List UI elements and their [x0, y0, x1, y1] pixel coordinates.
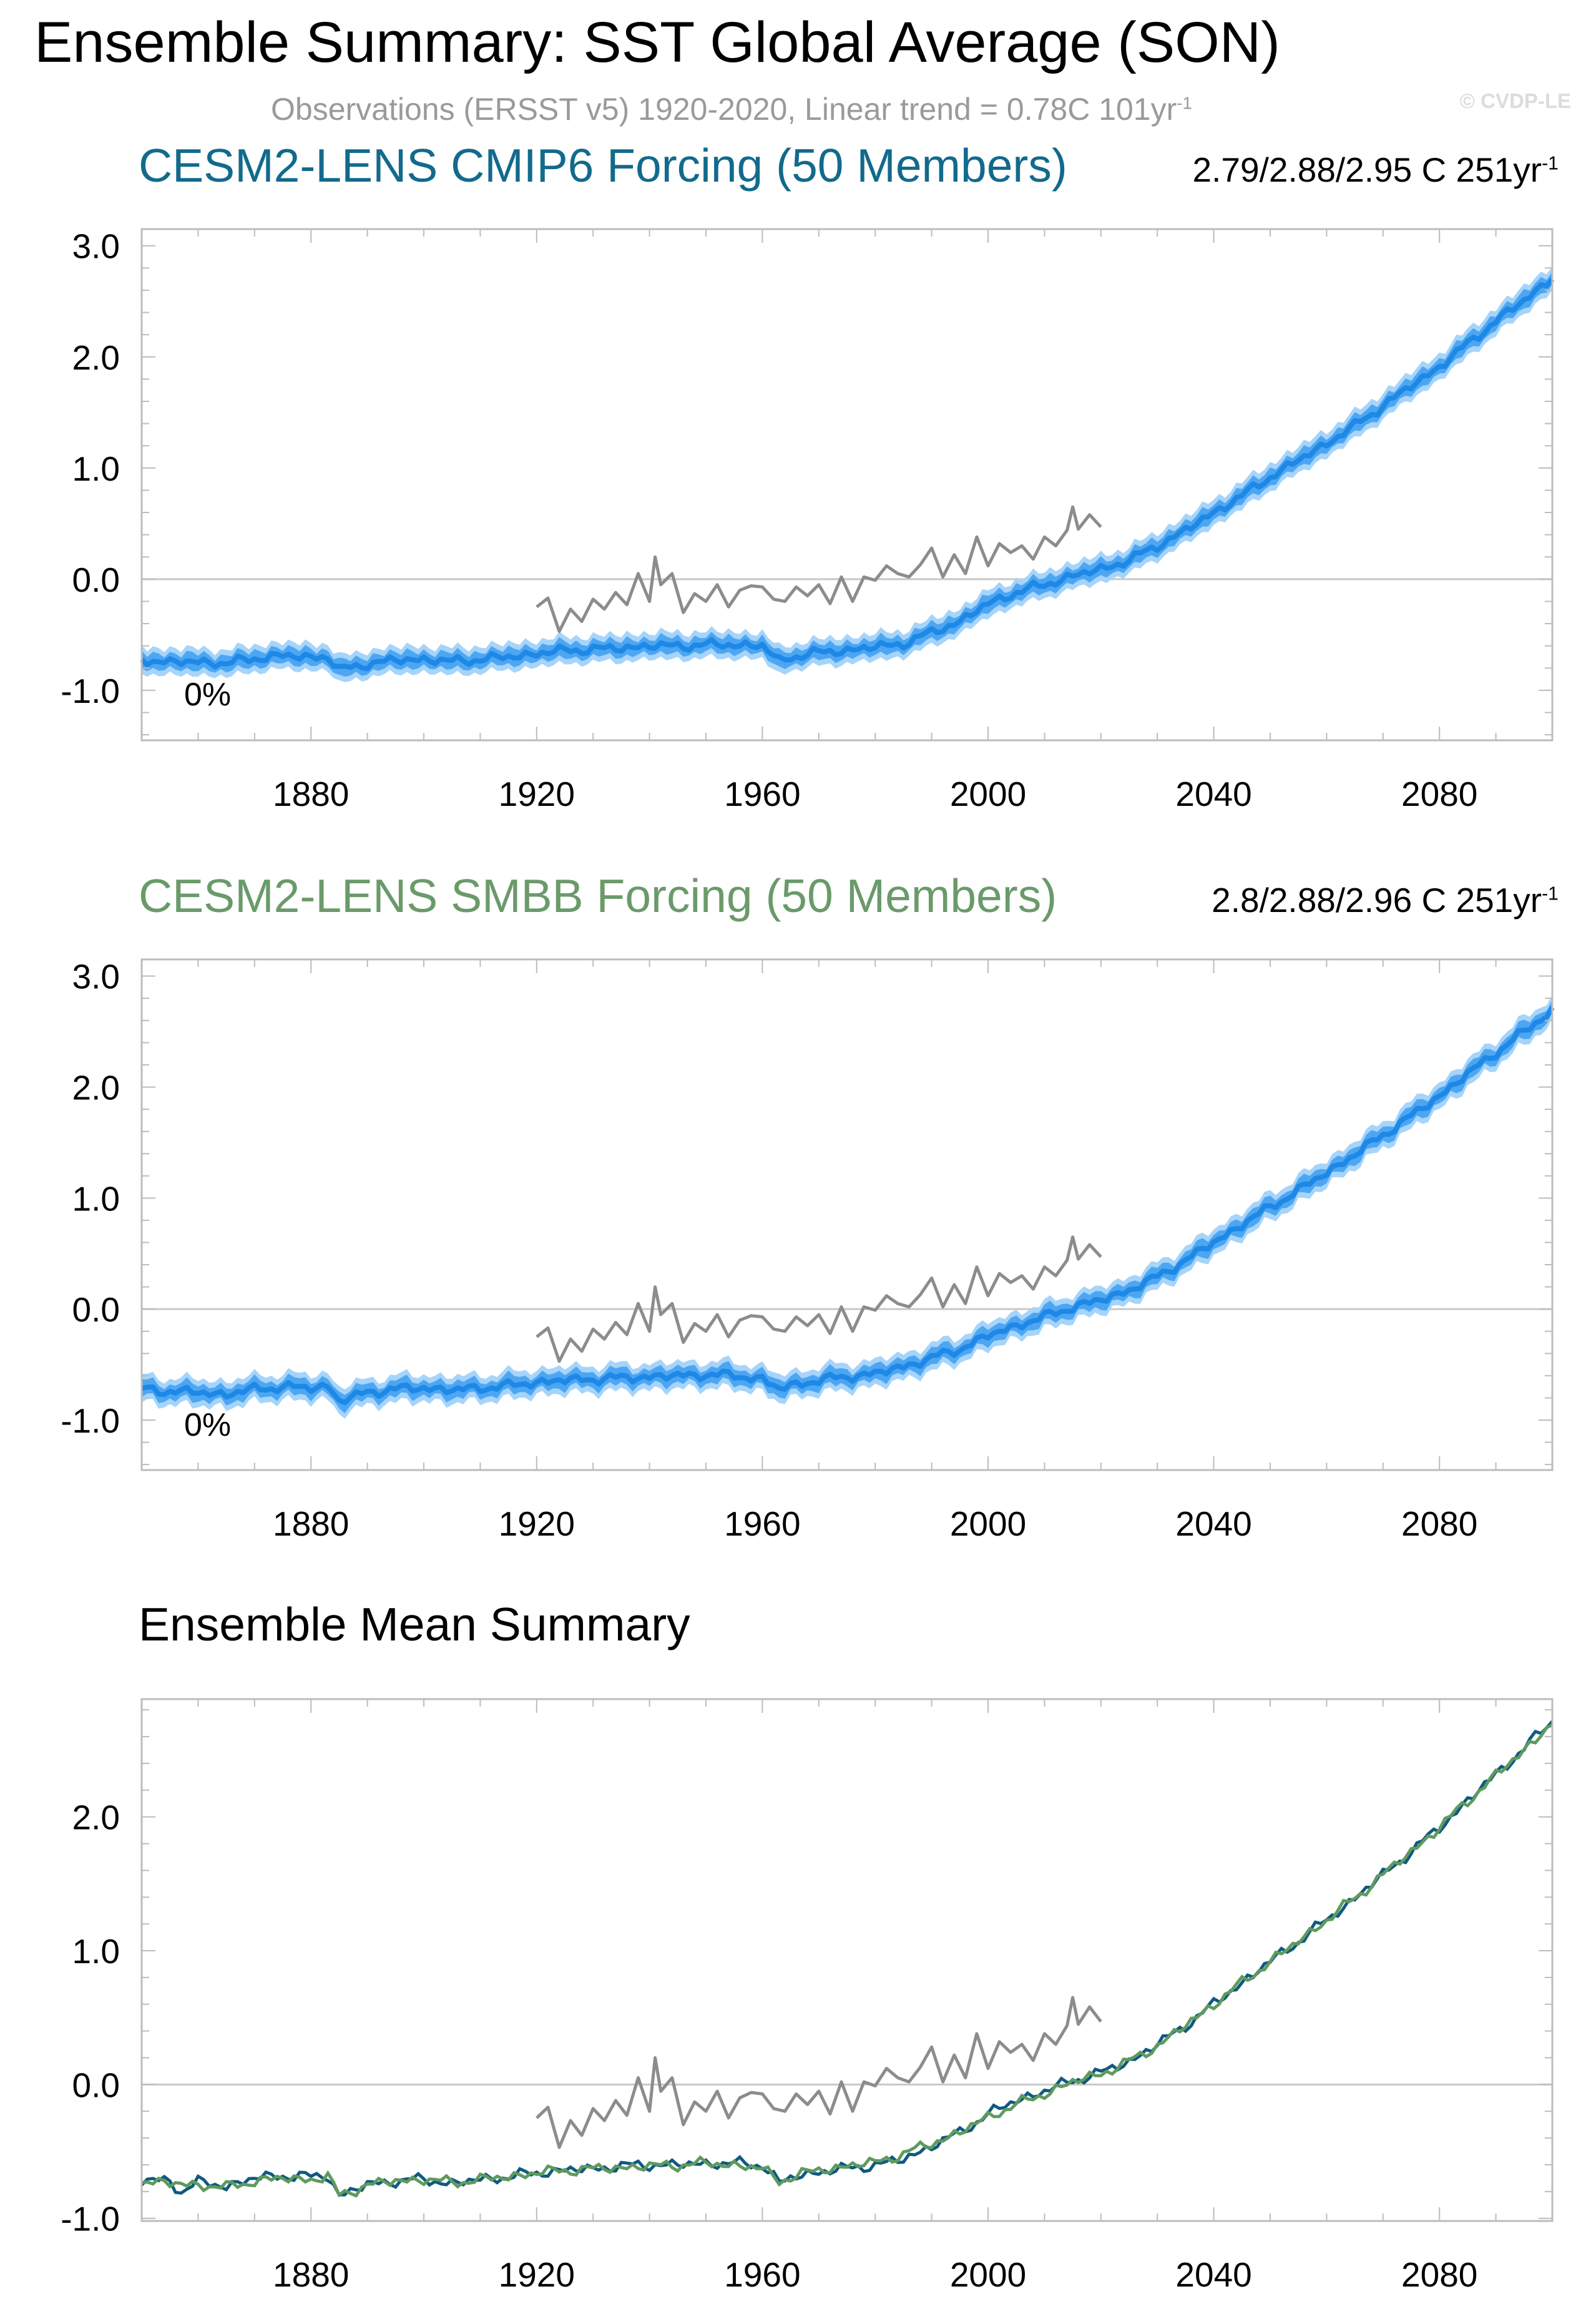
plot-frame — [140, 958, 1554, 1471]
copyright-watermark: © CVDP-LE — [1459, 89, 1571, 112]
plot-frame — [140, 228, 1554, 742]
y-tick-label: 1.0 — [72, 1179, 120, 1218]
observations-line — [536, 1996, 1102, 2149]
x-tick-label: 1880 — [273, 1504, 349, 1543]
x-tick-label: 2040 — [1175, 1504, 1251, 1543]
ensemble-mean-line — [141, 1006, 1555, 1406]
y-tick-label: 3.0 — [72, 227, 120, 266]
percent-annotation: 0% — [184, 677, 231, 713]
x-tick-label: 2040 — [1175, 2255, 1251, 2294]
panel-2-trend-exponent: -1 — [1542, 883, 1559, 905]
x-tick-label: 2080 — [1401, 1504, 1477, 1543]
observations-line — [536, 1235, 1102, 1363]
ensemble-outer-spread-band — [142, 266, 1552, 682]
x-tick-label: 1920 — [499, 2255, 575, 2294]
x-tick-label: 1960 — [724, 775, 800, 813]
y-tick-label: 2.0 — [72, 1798, 120, 1837]
y-tick-label: 1.0 — [72, 449, 120, 488]
y-tick-label: 1.0 — [72, 1932, 120, 1971]
ensemble-inner-spread-band — [142, 999, 1552, 1413]
observations-subtitle-exponent: -1 — [1177, 93, 1192, 113]
x-tick-label: 1960 — [724, 1504, 800, 1543]
ensemble-inner-spread-band — [142, 272, 1552, 677]
x-tick-label: 2000 — [950, 1504, 1026, 1543]
y-tick-label: -1.0 — [61, 2200, 120, 2238]
observations-subtitle-text: Observations (ERSST v5) 1920-2020, Linea… — [271, 92, 1177, 127]
panel-1-trend-exponent: -1 — [1542, 153, 1559, 174]
panel-1-plot: -1.0 0.0 1.0 2.0 3.0 1880 1920 1960 2000 2040 2080… — [61, 227, 1555, 813]
observations-line — [536, 505, 1102, 633]
panel-2-title: CESM2-LENS SMBB Forcing (50 Members) — [139, 870, 1057, 922]
panel-2-trend-text: 2.8/2.88/2.96 C 251yr — [1212, 881, 1542, 919]
panel-3-title: Ensemble Mean Summary — [139, 1598, 690, 1650]
cmip6-ensemble-mean-line — [140, 1720, 1554, 2197]
y-tick-label: 0.0 — [72, 1290, 120, 1329]
x-tick-label: 1960 — [724, 2255, 800, 2294]
smbb-ensemble-mean-line — [141, 1723, 1554, 2198]
figure-title: Ensemble Summary: SST Global Average (SO… — [34, 11, 1280, 74]
y-tick-label: 0.0 — [72, 2066, 120, 2104]
x-tick-label: 1920 — [499, 1504, 575, 1543]
panel-3-plot: -1.0 0.0 1.0 2.0 1880 1920 1960 2000 2040 2080 — [61, 1698, 1554, 2294]
y-tick-label: -1.0 — [61, 672, 120, 710]
x-tick-label: 2080 — [1401, 2255, 1477, 2294]
plot-frame — [140, 1698, 1554, 2222]
x-tick-label: 1880 — [273, 2255, 349, 2294]
x-tick-label: 2080 — [1401, 775, 1477, 813]
panel-2-plot: -1.0 0.0 1.0 2.0 3.0 1880 1920 1960 2000 2040 2080… — [61, 958, 1555, 1543]
panel-1-title: CESM2-LENS CMIP6 Forcing (50 Members) — [139, 139, 1067, 192]
x-tick-label: 2000 — [950, 775, 1026, 813]
x-tick-label: 1880 — [273, 775, 349, 813]
panel-2-trend: 2.8/2.88/2.96 C 251yr-1 — [1212, 883, 1559, 918]
ensemble-mean-line — [140, 277, 1555, 672]
x-tick-label: 1920 — [499, 775, 575, 813]
percent-annotation: 0% — [184, 1407, 231, 1443]
x-tick-label: 2040 — [1175, 775, 1251, 813]
x-tick-label: 2000 — [950, 2255, 1026, 2294]
observations-subtitle: Observations (ERSST v5) 1920-2020, Linea… — [271, 94, 1192, 125]
panel-1-trend: 2.79/2.88/2.95 C 251yr-1 — [1193, 153, 1559, 187]
y-tick-label: 0.0 — [72, 561, 120, 599]
y-tick-label: 2.0 — [72, 338, 120, 377]
y-tick-label: -1.0 — [61, 1401, 120, 1440]
ensemble-outer-spread-band — [142, 994, 1552, 1419]
panel-1-trend-text: 2.79/2.88/2.95 C 251yr — [1192, 150, 1542, 189]
y-tick-label: 2.0 — [72, 1069, 120, 1107]
y-tick-label: 3.0 — [72, 958, 120, 996]
